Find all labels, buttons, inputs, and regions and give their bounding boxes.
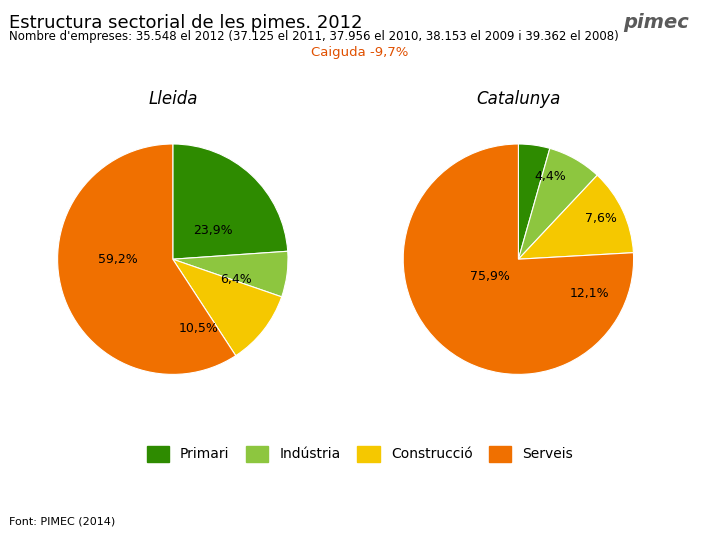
Text: pimec: pimec — [623, 14, 688, 32]
Wedge shape — [173, 251, 288, 297]
Text: Nombre d'empreses: 35.548 el 2012 (37.125 el 2011, 37.956 el 2010, 38.153 el 200: Nombre d'empreses: 35.548 el 2012 (37.12… — [9, 30, 619, 43]
Text: 75,9%: 75,9% — [469, 270, 510, 283]
Text: 7,6%: 7,6% — [585, 212, 617, 225]
Wedge shape — [518, 144, 550, 259]
Title: Lleida: Lleida — [148, 90, 197, 108]
Wedge shape — [518, 148, 598, 259]
Title: Catalunya: Catalunya — [476, 90, 561, 108]
Wedge shape — [58, 144, 235, 374]
Text: 6,4%: 6,4% — [220, 273, 252, 286]
Wedge shape — [518, 175, 634, 259]
Wedge shape — [173, 259, 282, 356]
Text: Caiguda -9,7%: Caiguda -9,7% — [311, 46, 409, 59]
Text: Font: PIMEC (2014): Font: PIMEC (2014) — [9, 516, 116, 526]
Text: 4,4%: 4,4% — [535, 170, 567, 183]
Legend: Primari, Indústria, Construcció, Serveis: Primari, Indústria, Construcció, Serveis — [140, 438, 580, 469]
Text: 10,5%: 10,5% — [179, 322, 218, 335]
Wedge shape — [173, 144, 288, 259]
Text: 23,9%: 23,9% — [193, 224, 233, 237]
Text: 59,2%: 59,2% — [98, 253, 138, 266]
Text: 12,1%: 12,1% — [570, 287, 610, 300]
Wedge shape — [403, 144, 634, 374]
Text: Estructura sectorial de les pimes. 2012: Estructura sectorial de les pimes. 2012 — [9, 14, 363, 31]
